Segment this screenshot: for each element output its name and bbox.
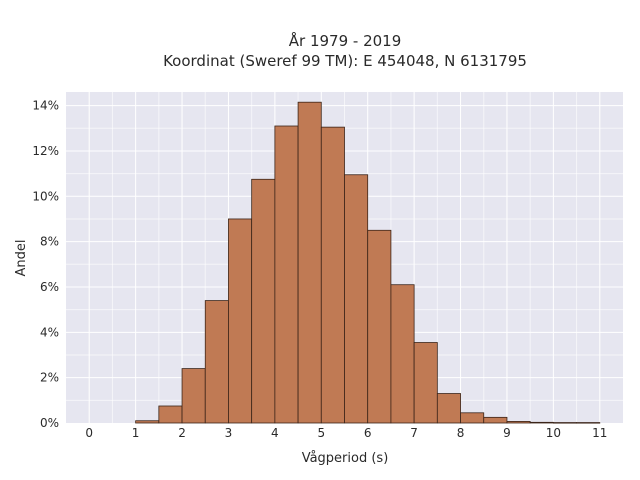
y-tick-label: 6% bbox=[40, 280, 59, 294]
bars bbox=[135, 101, 601, 424]
x-tick-label: 7 bbox=[410, 426, 418, 440]
y-tick-label: 14% bbox=[32, 99, 59, 113]
histogram-bar bbox=[204, 300, 229, 424]
histogram-bar bbox=[483, 416, 508, 424]
x-tick-label: 2 bbox=[178, 426, 186, 440]
histogram-bar bbox=[506, 421, 531, 424]
histogram-bar bbox=[228, 218, 253, 424]
histogram-bar bbox=[367, 229, 392, 424]
histogram-bar bbox=[158, 405, 183, 424]
y-tick-label: 10% bbox=[32, 189, 59, 203]
x-tick-label: 3 bbox=[225, 426, 233, 440]
chart-title-line-2: Koordinat (Sweref 99 TM): E 454048, N 61… bbox=[163, 52, 527, 70]
y-tick-label: 8% bbox=[40, 235, 59, 249]
x-tick-label: 8 bbox=[457, 426, 465, 440]
histogram-bar bbox=[576, 422, 601, 424]
histogram-bar bbox=[413, 342, 438, 424]
x-tick-labels: 0 1 2 3 4 5 6 7 8 9 10 11 bbox=[85, 426, 607, 440]
chart-title-line-1: År 1979 - 2019 bbox=[289, 31, 402, 50]
y-tick-label: 0% bbox=[40, 416, 59, 430]
x-tick-label: 1 bbox=[132, 426, 140, 440]
histogram-bar bbox=[320, 126, 345, 424]
histogram-bar bbox=[135, 420, 160, 424]
x-tick-label: 11 bbox=[592, 426, 607, 440]
histogram-bar bbox=[390, 284, 415, 424]
histogram-bar bbox=[460, 412, 485, 424]
y-tick-labels: 0% 2% 4% 6% 8% 10% 12% 14% bbox=[32, 99, 59, 430]
x-tick-label: 10 bbox=[546, 426, 561, 440]
histogram-bar bbox=[344, 174, 369, 424]
histogram-bar bbox=[274, 125, 299, 424]
histogram-bar bbox=[251, 178, 276, 424]
y-tick-label: 4% bbox=[40, 325, 59, 339]
histogram-bar bbox=[181, 368, 206, 424]
histogram-bar bbox=[552, 422, 577, 424]
x-tick-label: 0 bbox=[85, 426, 93, 440]
x-tick-label: 6 bbox=[364, 426, 372, 440]
histogram-bar bbox=[297, 101, 322, 424]
x-tick-label: 4 bbox=[271, 426, 279, 440]
y-tick-label: 2% bbox=[40, 371, 59, 385]
histogram-bar bbox=[436, 393, 461, 424]
x-tick-label: 9 bbox=[503, 426, 511, 440]
x-axis-title: Vågperiod (s) bbox=[302, 451, 389, 466]
histogram-bar bbox=[529, 421, 554, 424]
y-axis-title: Andel bbox=[14, 240, 29, 277]
x-tick-label: 5 bbox=[317, 426, 325, 440]
y-tick-label: 12% bbox=[32, 144, 59, 158]
